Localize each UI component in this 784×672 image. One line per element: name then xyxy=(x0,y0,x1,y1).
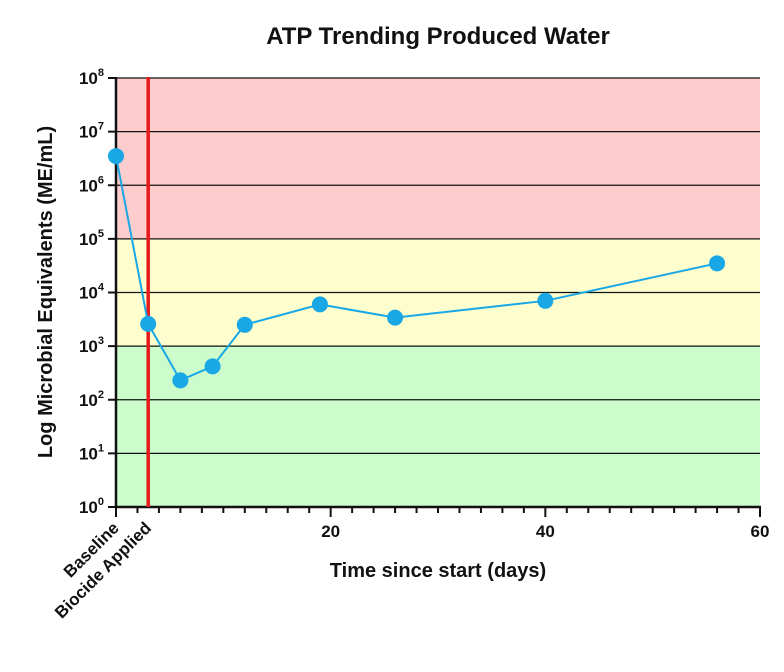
data-series xyxy=(108,148,726,389)
y-tick-label: 107 xyxy=(79,121,104,142)
data-point xyxy=(140,315,157,332)
y-axis-label: Log Microbial Equivalents (ME/mL) xyxy=(35,126,57,458)
x-tick-label: 20 xyxy=(321,522,340,541)
data-point xyxy=(236,316,253,333)
y-tick-label: 100 xyxy=(79,496,104,517)
data-point xyxy=(387,309,404,326)
y-tick-label: 103 xyxy=(79,335,104,356)
data-point xyxy=(709,255,726,272)
x-axis-ticks: 20 40 60 xyxy=(115,507,770,541)
y-tick-label: 104 xyxy=(79,282,105,303)
y-tick-label: 101 xyxy=(79,442,104,463)
x-tick-label: 60 xyxy=(751,522,770,541)
data-point xyxy=(537,292,554,309)
data-point xyxy=(172,372,189,389)
zone-green xyxy=(116,346,760,507)
x-tick-label: 40 xyxy=(536,522,555,541)
y-tick-label: 102 xyxy=(79,389,104,410)
y-tick-label: 106 xyxy=(79,174,104,195)
y-tick-label: 105 xyxy=(79,228,104,249)
data-point xyxy=(108,148,124,165)
y-axis-ticks: 100 101 102 103 104 105 106 107 108 xyxy=(79,67,116,517)
chart-title: ATP Trending Produced Water xyxy=(266,23,610,50)
data-point xyxy=(311,296,328,313)
y-tick-label: 108 xyxy=(79,67,104,88)
data-point xyxy=(204,358,221,375)
zone-red xyxy=(116,78,760,239)
x-axis-label: Time since start (days) xyxy=(330,560,546,582)
